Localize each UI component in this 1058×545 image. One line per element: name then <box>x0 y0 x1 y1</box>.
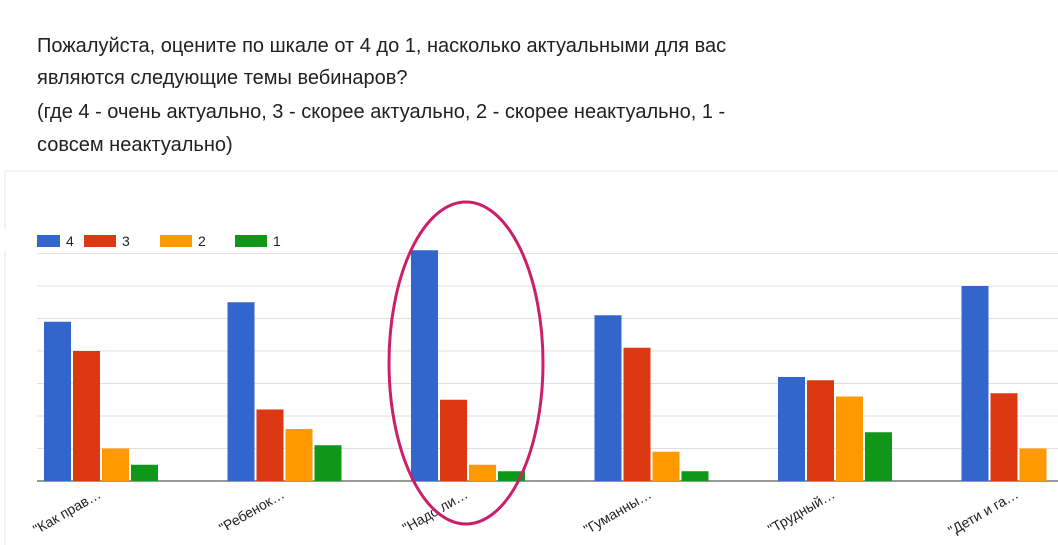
bar <box>498 471 525 481</box>
bar <box>836 396 863 481</box>
x-tick-label: "Гуманны… <box>581 486 654 538</box>
x-tick-label: "Ребенок… <box>216 486 287 536</box>
bar <box>652 451 680 481</box>
bar <box>807 380 834 481</box>
bar <box>131 464 158 481</box>
question-line: совсем неактуально) <box>37 134 233 156</box>
legend-label: 2 <box>198 233 206 249</box>
x-tick-label: "Дети и га… <box>945 486 1021 539</box>
bar <box>285 429 313 481</box>
bar <box>411 250 438 481</box>
bar <box>1019 448 1047 481</box>
question-line: (где 4 - очень актуально, 3 - скорее акт… <box>37 101 726 123</box>
x-tick-label: "Трудный… <box>765 486 838 537</box>
bar <box>990 393 1018 481</box>
bar <box>227 302 255 481</box>
legend-label: 4 <box>66 233 74 249</box>
bar <box>102 448 129 481</box>
bar <box>469 464 496 481</box>
bar <box>594 315 622 481</box>
legend-clip <box>0 230 37 250</box>
bar <box>256 409 284 481</box>
legend-label: 3 <box>122 233 130 249</box>
bar <box>440 399 467 481</box>
bar <box>681 471 709 481</box>
bar <box>865 432 892 481</box>
annotation-ellipse <box>387 200 545 526</box>
bar <box>623 347 651 481</box>
bar <box>44 321 71 481</box>
legend-label: 1 <box>273 233 281 249</box>
bar <box>73 351 100 481</box>
bar <box>778 377 805 481</box>
bar <box>314 445 342 481</box>
question-line: являются следующие темы вебинаров? <box>37 67 408 89</box>
legend-swatch <box>235 235 267 247</box>
bar <box>961 286 989 481</box>
question-line: Пожалуйста, оцените по шкале от 4 до 1, … <box>37 35 727 57</box>
legend-swatch <box>84 235 116 247</box>
legend-swatch <box>160 235 192 247</box>
x-tick-label: "Как прав… <box>30 486 103 538</box>
